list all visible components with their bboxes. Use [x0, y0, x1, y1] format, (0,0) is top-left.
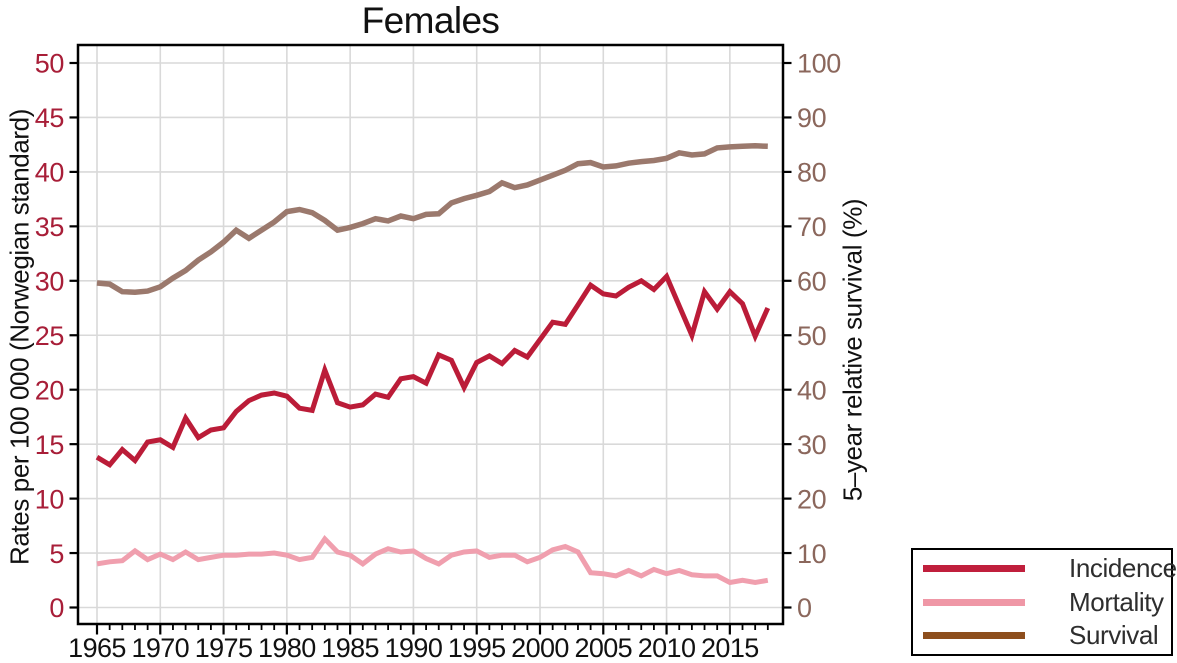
legend-label: Incidence [1069, 553, 1177, 583]
gridlines [78, 45, 783, 624]
legend-item-survival: Survival [913, 620, 1171, 651]
x-axis: 1965 1970 1975 1980 1985 1990 1995 2000 2005 2010… [68, 624, 769, 663]
svg-text:30: 30 [797, 430, 826, 460]
svg-text:10: 10 [797, 539, 826, 569]
incidence-line [95, 271, 771, 469]
legend-item-mortality: Mortality [913, 587, 1171, 617]
svg-text:1980: 1980 [258, 633, 316, 663]
svg-text:45: 45 [35, 103, 64, 133]
svg-text:0: 0 [797, 593, 812, 623]
series-lines [95, 143, 771, 586]
legend-box: Incidence Mortality Survival [911, 548, 1177, 656]
svg-text:50: 50 [35, 49, 64, 79]
legend-label: Mortality [1069, 586, 1164, 617]
svg-text:2005: 2005 [574, 633, 632, 663]
svg-text:90: 90 [797, 103, 826, 133]
svg-text:1975: 1975 [195, 633, 253, 663]
svg-text:1965: 1965 [68, 633, 126, 663]
legend-label: Survival [1069, 620, 1159, 650]
survival-swatch [923, 632, 1025, 639]
svg-text:30: 30 [35, 267, 64, 297]
svg-text:70: 70 [797, 212, 826, 242]
svg-text:1990: 1990 [385, 633, 443, 663]
svg-text:20: 20 [797, 484, 826, 514]
svg-text:0: 0 [49, 593, 64, 623]
legend-item-incidence: Incidence [913, 553, 1177, 584]
svg-text:10: 10 [35, 484, 64, 514]
y-axis-right: 0 10 20 30 40 50 60 70 80 90 100 [783, 49, 841, 623]
svg-text:1995: 1995 [448, 633, 506, 663]
y-axis-left: 0 5 10 15 20 25 30 35 40 45 50 [35, 49, 78, 623]
svg-text:60: 60 [797, 267, 826, 297]
svg-text:5: 5 [49, 539, 64, 569]
mortality-line [96, 534, 769, 586]
svg-text:1970: 1970 [131, 633, 189, 663]
svg-text:50: 50 [797, 321, 826, 351]
svg-text:15: 15 [35, 430, 64, 460]
svg-text:40: 40 [797, 375, 826, 405]
svg-text:2000: 2000 [511, 633, 569, 663]
svg-text:80: 80 [797, 158, 826, 188]
survival-line [96, 143, 768, 295]
svg-text:1985: 1985 [321, 633, 379, 663]
svg-text:100: 100 [797, 49, 841, 79]
svg-text:35: 35 [35, 212, 64, 242]
chart-title: Females [361, 0, 500, 41]
svg-text:40: 40 [35, 158, 64, 188]
mortality-swatch [923, 598, 1025, 606]
svg-text:2015: 2015 [701, 633, 759, 663]
svg-text:20: 20 [35, 375, 64, 405]
svg-text:2010: 2010 [638, 633, 696, 663]
incidence-swatch [923, 565, 1025, 572]
svg-text:25: 25 [35, 321, 64, 351]
